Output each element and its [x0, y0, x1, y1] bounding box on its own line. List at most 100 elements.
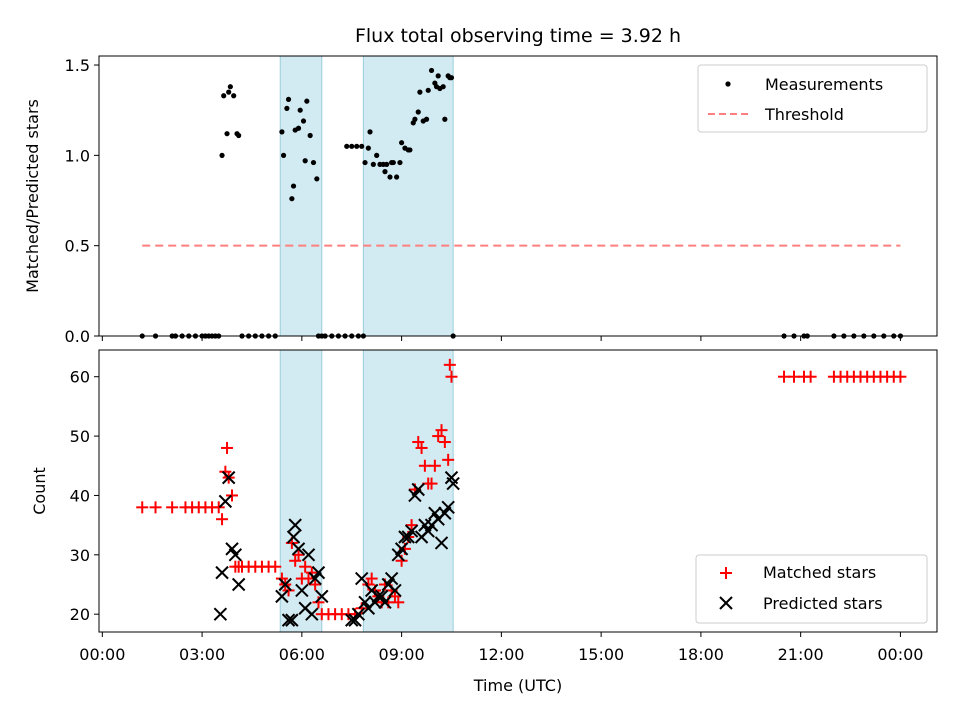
measurement-point	[415, 109, 421, 115]
top-y-ticks: 0.0 0.5 1.0 1.5	[65, 56, 99, 346]
measurement-point	[425, 87, 431, 93]
matched-stars-point	[445, 370, 458, 383]
matched-stars-point	[216, 513, 229, 526]
matched-stars-point	[438, 436, 451, 449]
measurement-point	[442, 116, 448, 122]
top-legend: Measurements Threshold	[697, 64, 928, 133]
predicted-stars-point	[394, 542, 409, 556]
measurement-point	[302, 158, 308, 164]
predicted-stars-point	[311, 565, 326, 580]
predicted-stars-point	[228, 548, 243, 562]
bottom-plot-marks	[136, 358, 907, 627]
measurement-point	[428, 67, 435, 74]
matched-stars-point	[226, 489, 239, 502]
measurement-point	[365, 145, 371, 151]
matched-stars-point	[292, 548, 305, 561]
measurement-point	[297, 107, 303, 113]
matched-stars-point	[392, 596, 405, 609]
top-legend-box	[697, 64, 928, 133]
measurement-point	[226, 89, 232, 95]
measurement-point	[417, 89, 423, 95]
matched-stars-point	[365, 572, 378, 585]
matched-stars-point	[428, 459, 441, 472]
x-tick-label: 12:00	[478, 645, 524, 664]
top-y-tick-label: 0.0	[65, 327, 90, 346]
predicted-stars-point	[351, 607, 366, 621]
legend-measurements-marker	[725, 81, 731, 87]
predicted-stars-point	[446, 476, 460, 491]
bottom-legend: Matched stars Predicted stars	[695, 554, 928, 624]
bottom-y-axis-label: Count	[30, 467, 49, 515]
measurement-point	[367, 129, 373, 135]
measurement-point	[314, 176, 320, 182]
predicted-stars-point	[354, 571, 369, 586]
matched-stars-point	[405, 519, 418, 532]
measurement-point	[300, 118, 307, 124]
predicted-stars-point	[295, 583, 309, 598]
bottom-y-tick-label: 40	[70, 486, 90, 505]
measurement-point	[280, 152, 287, 158]
predicted-stars-point	[434, 536, 449, 550]
measurement-point	[285, 96, 292, 102]
predicted-stars-point	[213, 607, 228, 621]
predicted-stars-point	[291, 542, 306, 556]
measurement-point	[399, 140, 405, 146]
legend-matched-label: Matched stars	[763, 563, 876, 582]
x-tick-label: 15:00	[578, 645, 624, 664]
measurement-point	[344, 143, 350, 149]
matched-stars-point	[212, 501, 225, 514]
measurement-point	[310, 159, 317, 166]
x-tick-label: 21:00	[778, 645, 824, 664]
bottom-y-tick-label: 20	[70, 605, 90, 624]
legend-measurements-label: Measurements	[765, 75, 883, 94]
predicted-stars-point	[231, 577, 246, 592]
measurement-point	[440, 84, 446, 90]
legend-threshold-label: Threshold	[764, 105, 844, 124]
matched-stars-point	[435, 424, 448, 437]
x-axis-label: Time (UTC)	[473, 676, 562, 695]
bottom-spans	[279, 349, 454, 633]
legend-predicted-marker	[719, 596, 733, 610]
matched-stars-point	[309, 578, 322, 591]
bottom-y-tick-label: 50	[70, 427, 90, 446]
predicted-stars-point	[384, 571, 399, 586]
measurement-point	[412, 116, 418, 122]
measurement-point	[423, 116, 430, 122]
measurement-point	[390, 159, 396, 166]
measurement-point	[387, 174, 393, 180]
predicted-stars-point	[285, 613, 299, 627]
measurement-point	[374, 152, 380, 158]
predicted-stars-point	[286, 530, 301, 544]
top-y-tick-label: 0.5	[65, 237, 90, 256]
measurement-point	[435, 73, 441, 79]
bottom-y-ticks: 20 30 40 50 60	[70, 368, 99, 624]
top-panel: 0.0 0.5 1.0 1.5 Matched/Predicted stars Mea…	[23, 55, 938, 346]
bottom-legend-box	[695, 554, 928, 624]
predicted-stars-point	[221, 470, 236, 485]
measurement-point	[349, 143, 355, 149]
predicted-stars-point	[315, 589, 329, 604]
predicted-stars-point	[301, 548, 316, 562]
predicted-stars-point	[218, 494, 233, 509]
matched-stars-point	[443, 358, 456, 371]
top-observing-span-0	[279, 55, 323, 337]
matched-stars-point	[166, 501, 179, 514]
predicted-stars-point	[215, 565, 229, 580]
measurement-point	[236, 132, 242, 139]
measurement-point	[370, 161, 376, 167]
x-tick-label: 06:00	[279, 645, 325, 664]
predicted-stars-point	[388, 583, 402, 598]
measurement-point	[304, 98, 310, 104]
predicted-stars-point	[278, 577, 292, 592]
bottom-axes-frame	[98, 349, 938, 633]
measurement-point	[407, 147, 413, 153]
predicted-stars-point	[378, 595, 392, 610]
top-spans	[279, 55, 454, 337]
matched-stars-point	[442, 453, 455, 466]
matched-stars-point	[415, 441, 428, 454]
matched-stars-point	[425, 477, 438, 490]
measurement-point	[394, 174, 400, 180]
predicted-stars-point	[404, 524, 419, 538]
measurement-point	[224, 131, 230, 137]
measurement-point	[284, 105, 290, 111]
